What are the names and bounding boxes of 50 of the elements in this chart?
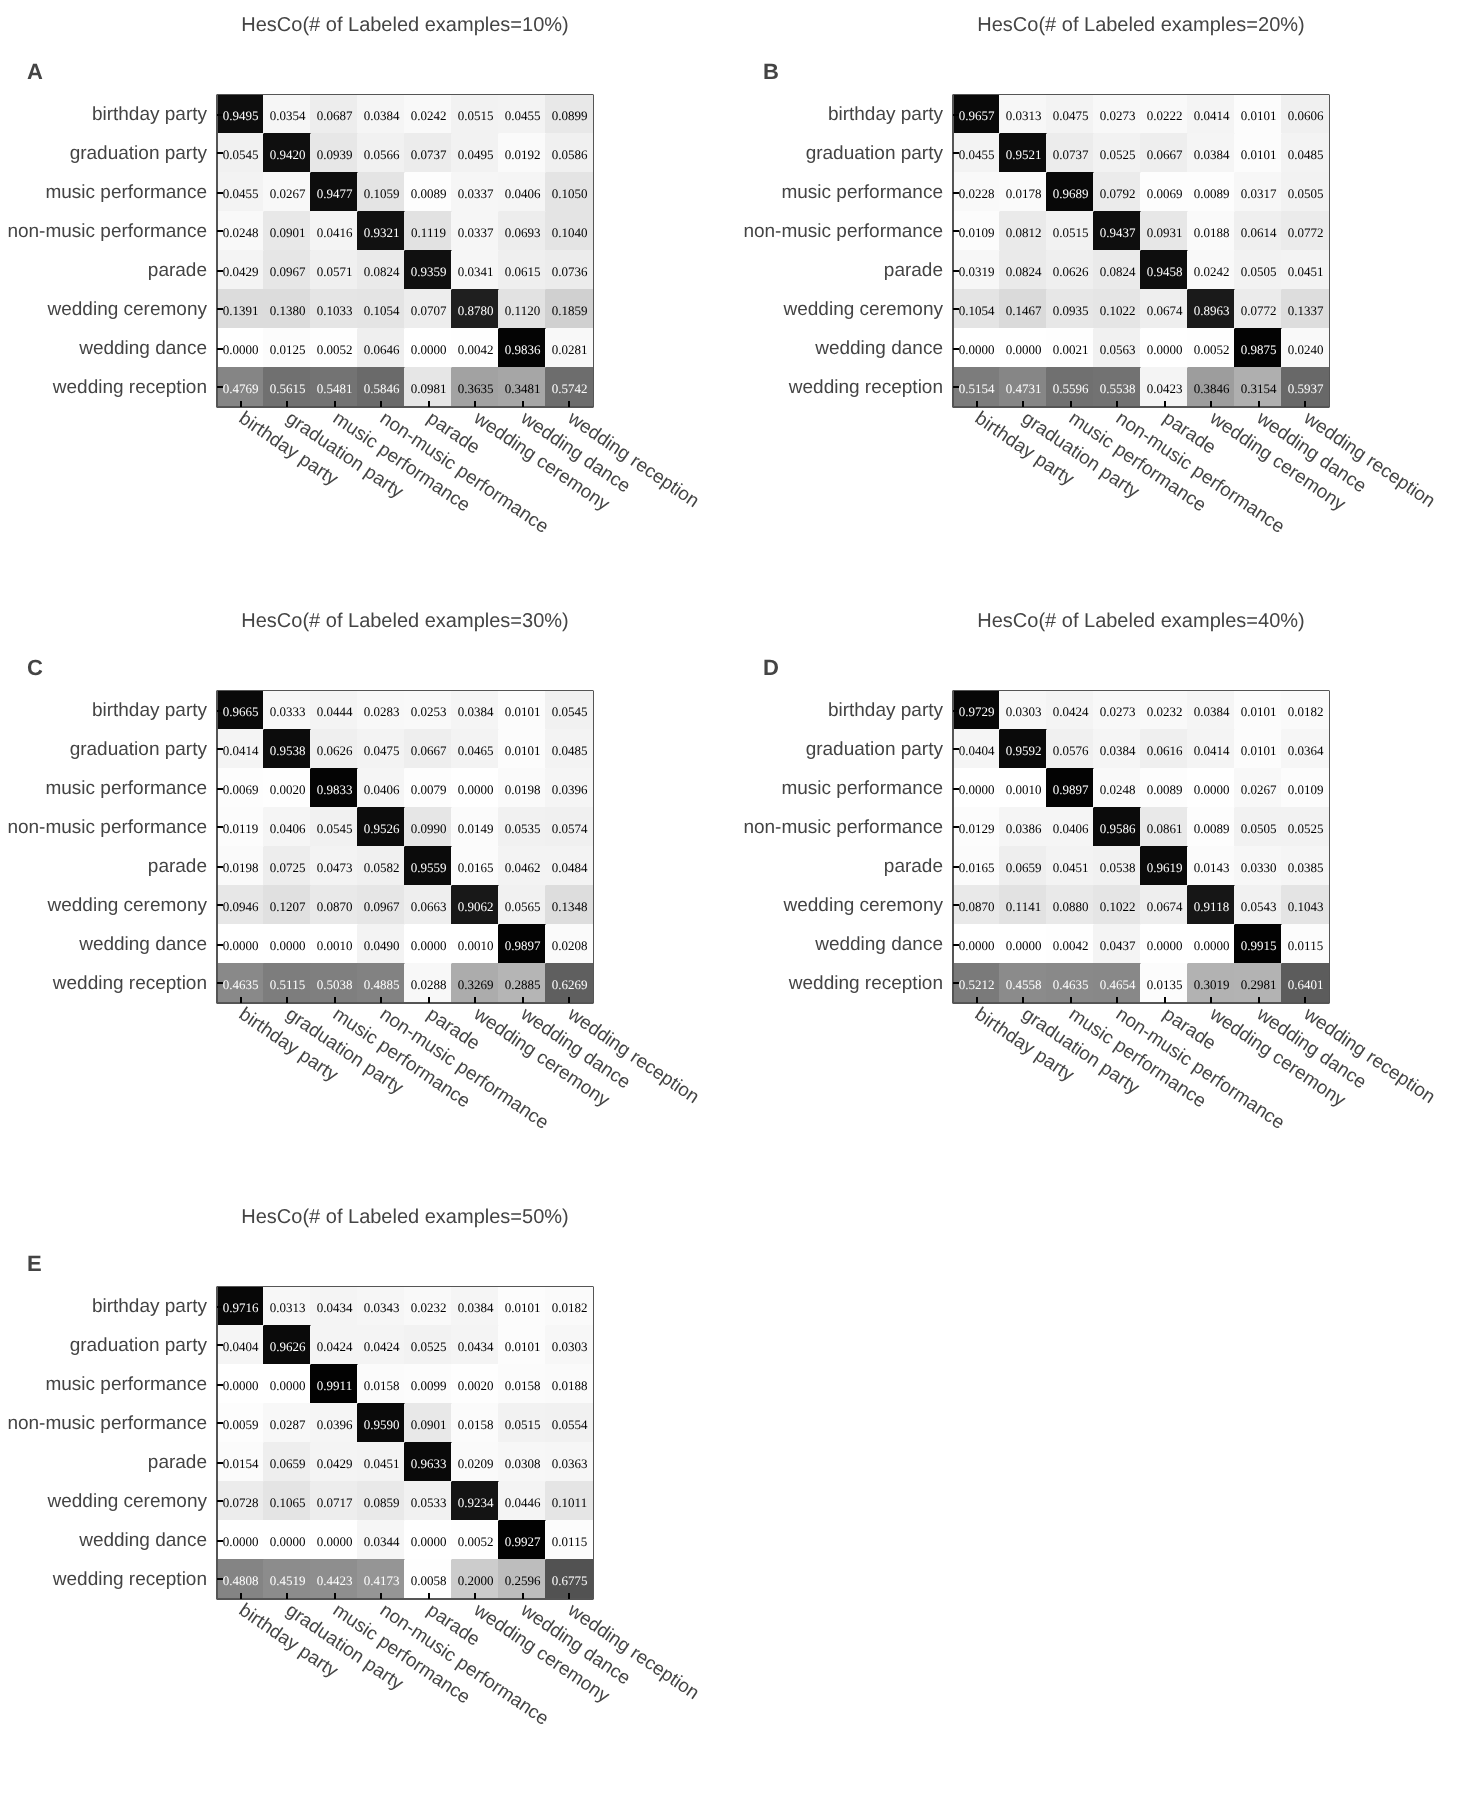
y-tick-label: birthday party (827, 103, 944, 126)
chart-title: HesCo(# of Labeled examples=20%) (977, 15, 1305, 37)
y-tick-label: wedding ceremony (45, 1490, 208, 1513)
chart-title: HesCo(# of Labeled examples=50%) (241, 1207, 569, 1229)
y-tick-label: wedding dance (813, 933, 944, 956)
y-tick-label: parade (147, 855, 208, 878)
text: E (27, 1253, 42, 1277)
y-tick-label: wedding dance (77, 1529, 208, 1552)
text: A (27, 61, 43, 85)
y-tick-label: graduation party (805, 738, 944, 761)
y-tick-label: wedding reception (786, 376, 943, 399)
y-tick-label: non-music performance (7, 1412, 208, 1435)
y-tick-label: graduation party (805, 142, 944, 165)
y-tick-label: wedding ceremony (781, 298, 944, 321)
text: D (763, 657, 779, 681)
y-tick-label: birthday party (91, 103, 208, 126)
y-tick-label: graduation party (69, 738, 208, 761)
y-tick-label: music performance (45, 777, 208, 800)
y-tick-label: graduation party (69, 1334, 208, 1357)
y-tick-label: non-music performance (743, 816, 944, 839)
y-tick-label: music performance (781, 181, 944, 204)
y-tick-label: non-music performance (743, 220, 944, 243)
text: B (763, 61, 779, 85)
y-tick-label: parade (147, 1451, 208, 1474)
y-tick-label: wedding reception (50, 376, 207, 399)
y-tick-label: wedding dance (813, 337, 944, 360)
y-tick-label: non-music performance (7, 816, 208, 839)
text: C (27, 657, 43, 681)
chart-title: HesCo(# of Labeled examples=10%) (241, 15, 569, 37)
y-tick-label: wedding reception (786, 972, 943, 995)
y-tick-label: wedding ceremony (45, 298, 208, 321)
y-tick-label: music performance (781, 777, 944, 800)
y-tick-label: non-music performance (7, 220, 208, 243)
y-tick-label: parade (883, 855, 944, 878)
y-tick-label: birthday party (827, 699, 944, 722)
y-tick-label: wedding dance (77, 337, 208, 360)
chart-title: HesCo(# of Labeled examples=30%) (241, 611, 569, 633)
y-tick-label: music performance (45, 1373, 208, 1396)
y-tick-label: birthday party (91, 699, 208, 722)
y-tick-label: wedding ceremony (781, 894, 944, 917)
y-tick-label: graduation party (69, 142, 208, 165)
y-tick-label: music performance (45, 181, 208, 204)
y-tick-label: parade (883, 259, 944, 282)
y-tick-label: wedding reception (50, 1568, 207, 1591)
y-tick-label: wedding ceremony (45, 894, 208, 917)
y-tick-label: parade (147, 259, 208, 282)
y-tick-label: birthday party (91, 1295, 208, 1318)
y-tick-label: wedding reception (50, 972, 207, 995)
chart-title: HesCo(# of Labeled examples=40%) (977, 611, 1305, 633)
y-tick-label: wedding dance (77, 933, 208, 956)
